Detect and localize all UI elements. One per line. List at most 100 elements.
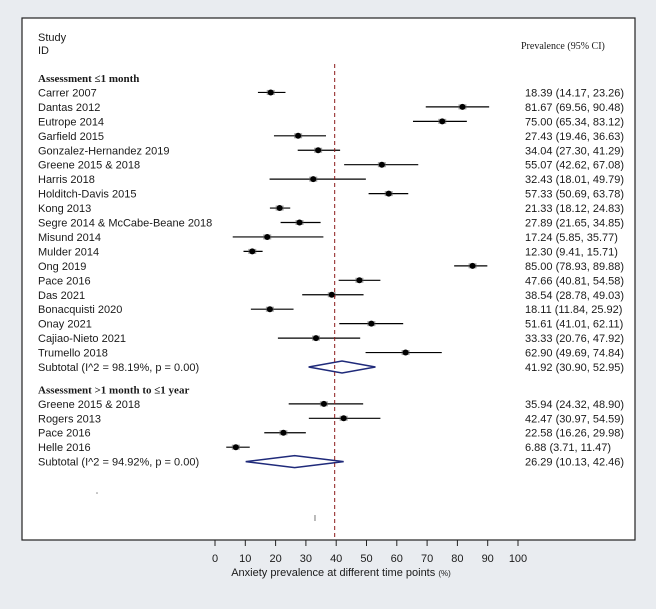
study-estimate-text: 47.66 (40.81, 54.58): [525, 275, 624, 287]
point-estimate: [295, 132, 302, 139]
study-estimate-text: 34.04 (27.30, 41.29): [525, 145, 624, 157]
subtotal-label: Subtotal (I^2 = 94.92%, p = 0.00): [38, 457, 199, 469]
subtotal-estimate-text: 41.92 (30.90, 52.95): [525, 362, 624, 374]
point-estimate: [378, 161, 385, 168]
study-estimate-text: 22.58 (16.26, 29.98): [525, 428, 624, 440]
point-estimate: [266, 306, 273, 313]
study-estimate-text: 81.67 (69.56, 90.48): [525, 102, 624, 114]
x-axis-label-unit: (%): [438, 569, 451, 578]
x-tick-label: 50: [360, 553, 372, 565]
study-estimate-text: 12.30 (9.41, 15.71): [525, 246, 618, 258]
study-name: Greene 2015 & 2018: [38, 160, 140, 172]
study-name: Pace 2016: [38, 428, 91, 440]
study-estimate-text: 85.00 (78.93, 89.88): [525, 261, 624, 273]
study-estimate-text: 35.94 (24.32, 48.90): [525, 399, 624, 411]
x-tick-label: 100: [509, 553, 527, 565]
point-estimate: [276, 205, 283, 212]
study-estimate-text: 18.39 (14.17, 23.26): [525, 87, 624, 99]
study-name: Misund 2014: [38, 232, 101, 244]
study-name: Dantas 2012: [38, 102, 100, 114]
x-axis-label-text: Anxiety prevalence at different time poi…: [231, 567, 436, 579]
study-estimate-text: 62.90 (49.69, 74.84): [525, 348, 624, 360]
study-name: Kong 2013: [38, 203, 91, 215]
study-estimate-text: 32.43 (18.01, 49.79): [525, 174, 624, 186]
x-axis-ticks: 0 10 20 30 40 50 60 70 80 90 100: [212, 540, 527, 565]
study-estimate-text: 27.43 (19.46, 36.63): [525, 131, 624, 143]
x-tick-label: 10: [239, 553, 251, 565]
study-name: Segre 2014 & McCabe-Beane 2018: [38, 218, 212, 230]
x-tick-label: 0: [212, 553, 218, 565]
point-estimate: [310, 176, 317, 183]
study-name: Eutrope 2014: [38, 116, 104, 128]
point-estimate: [340, 415, 347, 422]
study-name: Holditch-Davis 2015: [38, 189, 136, 201]
study-name: Garfield 2015: [38, 131, 104, 143]
study-estimate-text: 75.00 (65.34, 83.12): [525, 116, 624, 128]
x-tick-label: 70: [421, 553, 433, 565]
point-estimate: [385, 190, 392, 197]
point-estimate: [368, 320, 375, 327]
study-name: Helle 2016: [38, 442, 91, 454]
point-estimate: [459, 103, 466, 110]
x-tick-label: 90: [482, 553, 494, 565]
study-estimate-text: 6.88 (3.71, 11.47): [525, 442, 611, 454]
study-name: Greene 2015 & 2018: [38, 399, 140, 411]
study-estimate-text: 27.89 (21.65, 34.85): [525, 218, 624, 230]
stray-mark: [96, 492, 98, 494]
subtotal-label: Subtotal (I^2 = 98.19%, p = 0.00): [38, 362, 199, 374]
study-name: Bonacquisti 2020: [38, 304, 122, 316]
x-tick-label: 30: [300, 553, 312, 565]
x-tick-label: 60: [391, 553, 403, 565]
forest-rows: Assessment ≤1 month Carrer 2007 18.39 (14.…: [38, 64, 624, 540]
study-name: Onay 2021: [38, 319, 92, 331]
study-name: Das 2021: [38, 290, 85, 302]
study-estimate-text: 21.33 (18.12, 24.83): [525, 203, 624, 215]
study-name: Rogers 2013: [38, 413, 101, 425]
study-name: Gonzalez-Hernandez 2019: [38, 145, 169, 157]
study-name: Carrer 2007: [38, 87, 97, 99]
header-effect: Prevalence (95% CI): [521, 41, 605, 52]
study-name: Ong 2019: [38, 261, 86, 273]
point-estimate: [439, 118, 446, 125]
subtotal-diamond: [245, 454, 344, 469]
subtotal-diamond: [308, 360, 376, 374]
study-estimate-text: 42.47 (30.97, 54.59): [525, 413, 624, 425]
study-name: Pace 2016: [38, 275, 91, 287]
study-estimate-text: 38.54 (28.78, 49.03): [525, 290, 624, 302]
point-estimate: [356, 277, 363, 284]
study-name: Harris 2018: [38, 174, 95, 186]
header-study: Study: [38, 32, 67, 44]
point-estimate: [328, 291, 335, 298]
point-estimate: [232, 444, 239, 451]
point-estimate: [312, 335, 319, 342]
x-axis-label: Anxiety prevalence at different time poi…: [231, 567, 451, 579]
point-estimate: [267, 89, 274, 96]
study-estimate-text: 18.11 (11.84, 25.92): [525, 304, 622, 316]
point-estimate: [402, 349, 409, 356]
study-name: Cajiao-Nieto 2021: [38, 333, 126, 345]
group-title: Assessment >1 month to ≤1 year: [38, 384, 189, 396]
study-estimate-text: 57.33 (50.69, 63.78): [525, 189, 624, 201]
point-estimate: [315, 147, 322, 154]
study-estimate-text: 17.24 (5.85, 35.77): [525, 232, 618, 244]
study-name: Mulder 2014: [38, 246, 99, 258]
point-estimate: [280, 429, 287, 436]
study-name: Trumello 2018: [38, 348, 108, 360]
header-id: ID: [38, 45, 49, 57]
study-estimate-text: 51.61 (41.01, 62.11): [525, 319, 623, 331]
point-estimate: [249, 248, 256, 255]
subtotal-estimate-text: 26.29 (10.13, 42.46): [525, 457, 624, 469]
x-tick-label: 20: [269, 553, 281, 565]
point-estimate: [264, 233, 271, 240]
study-estimate-text: 55.07 (42.62, 67.08): [525, 160, 624, 172]
x-tick-label: 80: [451, 553, 463, 565]
point-estimate: [469, 262, 476, 269]
plot-panel: [21, 17, 636, 541]
x-tick-label: 40: [330, 553, 342, 565]
point-estimate: [296, 219, 303, 226]
group-title: Assessment ≤1 month: [38, 73, 139, 85]
study-estimate-text: 33.33 (20.76, 47.92): [525, 333, 624, 345]
point-estimate: [320, 400, 327, 407]
